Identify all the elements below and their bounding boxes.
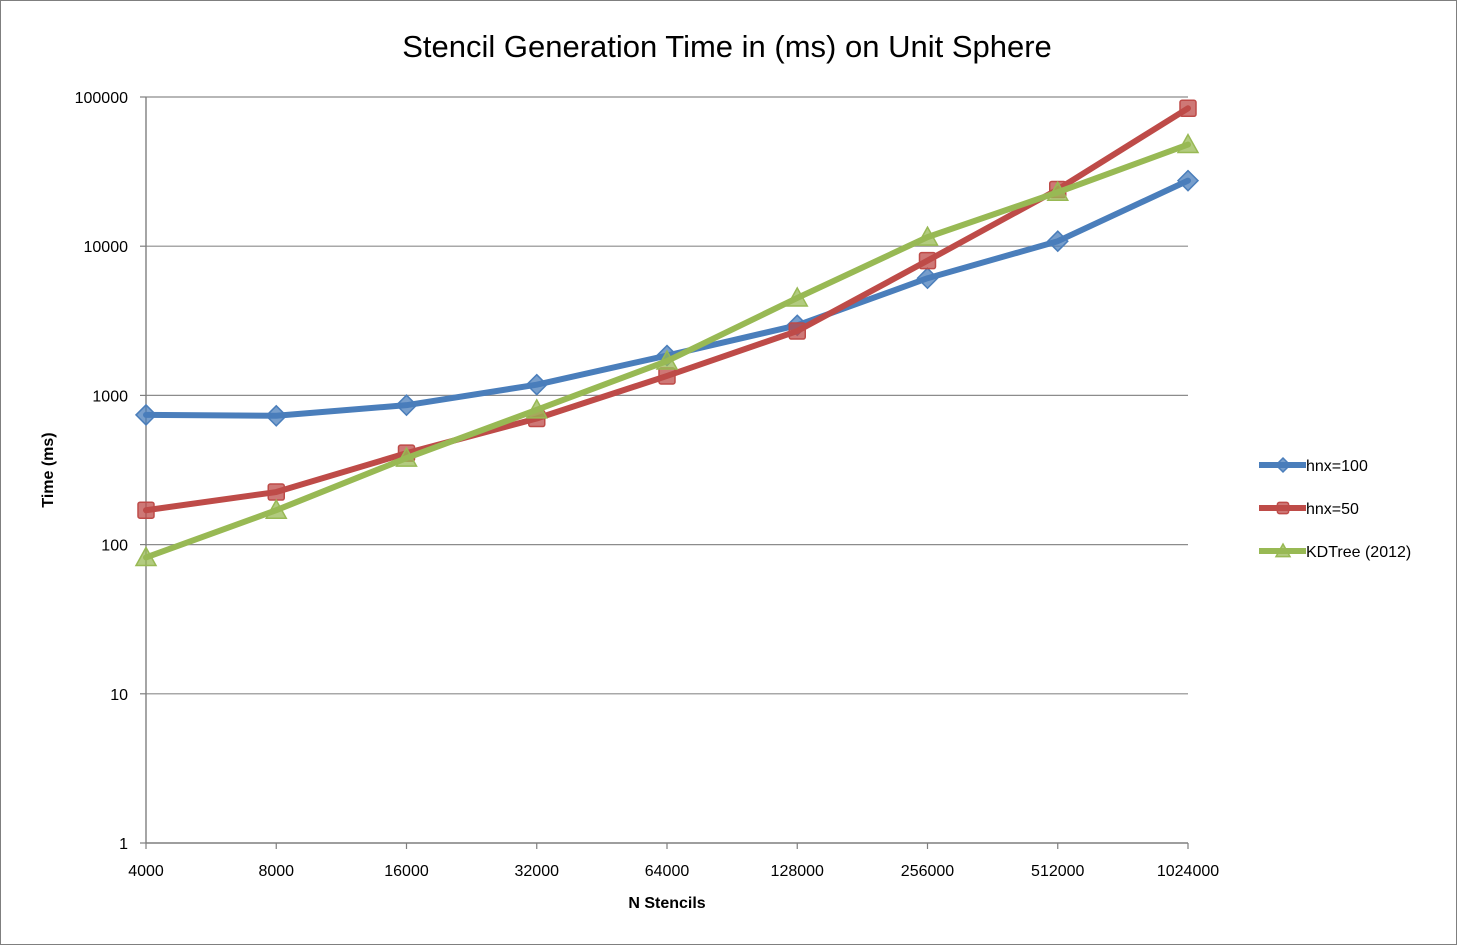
x-tick-label: 64000 — [645, 863, 690, 880]
legend-label: hnx=50 — [1306, 501, 1359, 518]
x-tick-label: 8000 — [258, 863, 294, 880]
legend-marker — [1274, 456, 1292, 474]
chart-title: Stencil Generation Time in (ms) on Unit … — [402, 29, 1052, 64]
series-line — [143, 105, 1191, 514]
data-point — [916, 267, 939, 290]
data-point — [1179, 99, 1197, 118]
data-point — [1046, 180, 1070, 201]
series-2 — [134, 133, 1200, 567]
data-point — [395, 446, 418, 467]
series-0 — [134, 169, 1200, 427]
y-tick-label: 1 — [119, 836, 128, 853]
x-tick-label: 512000 — [1031, 863, 1084, 880]
data-point — [788, 322, 806, 340]
x-tick-label: 1024000 — [1157, 863, 1219, 880]
data-point — [655, 349, 679, 370]
data-point — [918, 251, 937, 270]
data-point — [525, 398, 549, 419]
series-1 — [137, 99, 1197, 519]
y-tick-label: 10 — [110, 687, 128, 704]
data-point — [134, 403, 158, 426]
data-point — [1176, 133, 1200, 154]
data-point — [1046, 230, 1069, 253]
y-axis-title: Time (ms) — [40, 432, 57, 507]
x-tick-label: 32000 — [515, 863, 560, 880]
x-tick-label: 128000 — [771, 863, 824, 880]
data-point — [395, 394, 418, 417]
legend-label: KDTree (2012) — [1306, 544, 1411, 561]
legend-label: hnx=100 — [1306, 458, 1368, 475]
x-tick-label: 4000 — [128, 863, 164, 880]
data-point — [1176, 169, 1200, 192]
y-tick-labels: 1 10 100 1000 10000 100000 — [75, 90, 128, 853]
legend-marker — [1276, 501, 1290, 515]
x-tick-label: 16000 — [384, 863, 429, 880]
x-axis-title: N Stencils — [628, 895, 705, 912]
data-point — [137, 501, 155, 519]
y-tick-label: 100000 — [75, 90, 128, 107]
data-point — [525, 373, 548, 396]
data-point — [658, 367, 676, 385]
data-point — [785, 286, 809, 307]
gridlines — [140, 96, 1188, 844]
data-point — [916, 225, 939, 246]
data-point — [267, 483, 285, 501]
y-tick-label: 10000 — [84, 239, 129, 256]
axes — [145, 97, 1189, 849]
y-tick-label: 1000 — [92, 388, 128, 405]
y-tick-label: 100 — [101, 538, 128, 555]
legend: hnx=100 hnx=50 KDTree (2012) — [1259, 456, 1411, 561]
series-group — [134, 99, 1200, 567]
legend-marker — [1274, 542, 1292, 558]
data-point — [265, 404, 288, 427]
data-point — [264, 498, 288, 519]
x-tick-labels: 4000 8000 16000 32000 64000 128000 256000 51200… — [128, 863, 1219, 880]
data-point — [134, 545, 158, 567]
x-tick-label: 256000 — [901, 863, 954, 880]
